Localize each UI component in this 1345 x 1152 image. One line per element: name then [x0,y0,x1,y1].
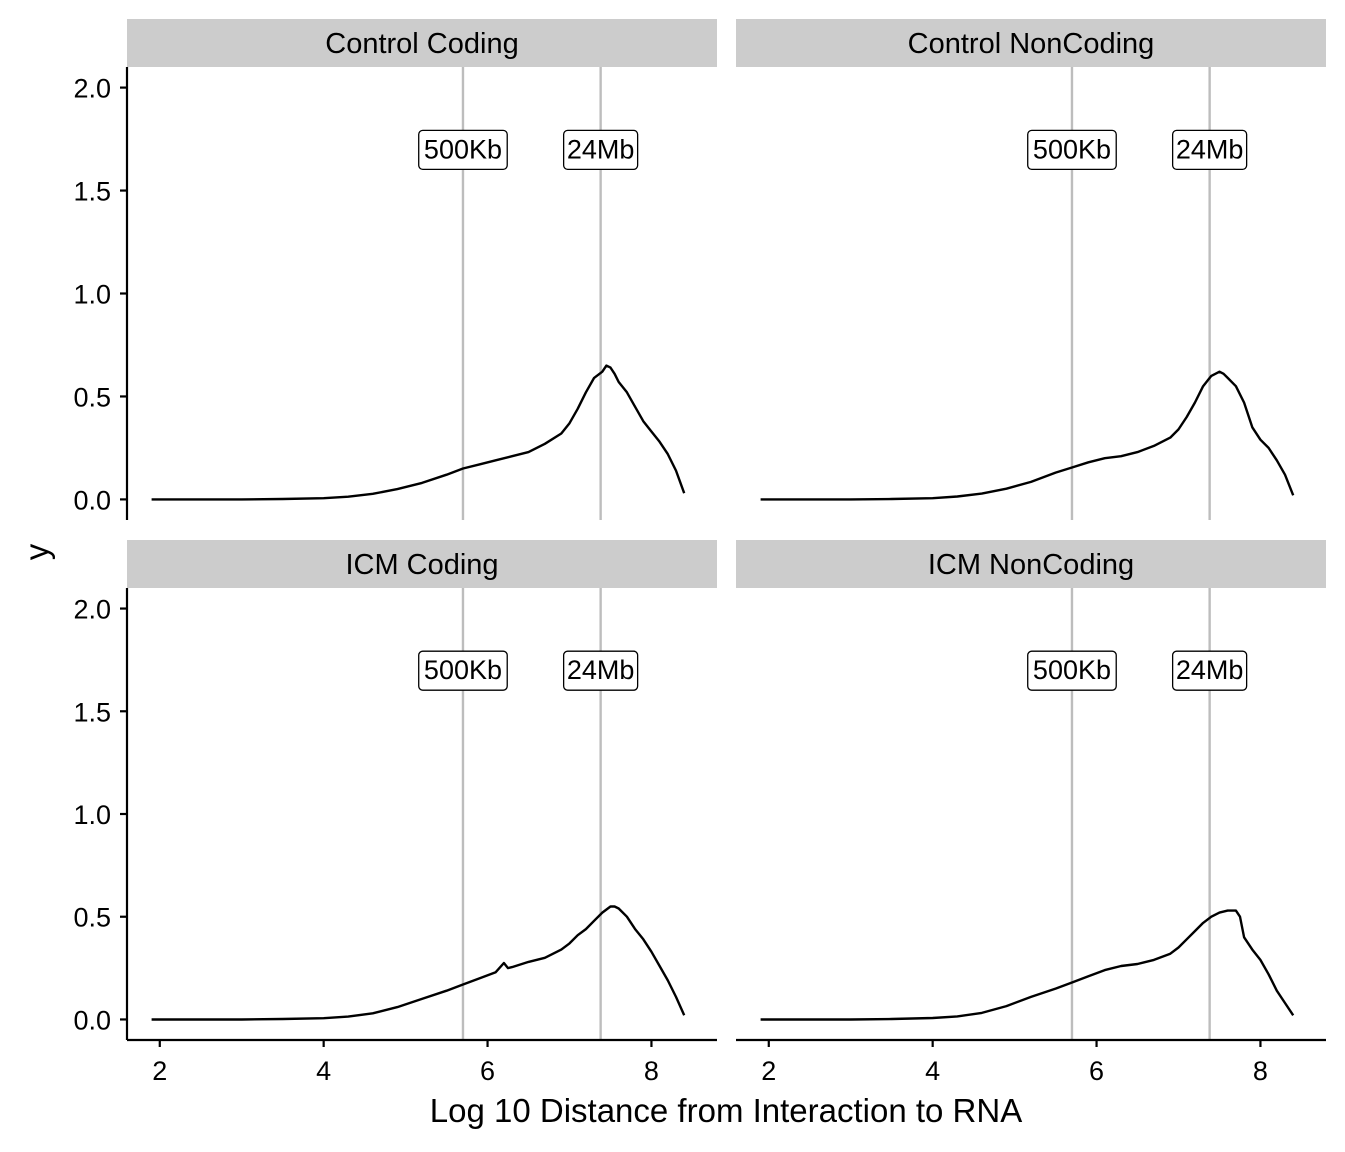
reference-label: 24Mb [1176,134,1244,164]
density-line [151,364,686,501]
reference-label: 24Mb [567,134,635,164]
reference-label-box [1171,650,1248,691]
facet-panel: ICM NonCoding 500Kb 24Mb 2 4 6 8 [736,540,1326,1086]
facet-panel: ICM Coding 500Kb 24Mb 0.0 0.5 1.0 1.5 2.0 2 4 6 8 [73,540,717,1086]
facet-strip-label: ICM Coding [345,549,498,581]
y-tick-label: 0.5 [73,903,111,933]
x-tick-label: 6 [1089,1056,1104,1086]
facet-panel: Control Coding 500Kb 24Mb 0.0 0.5 1.0 1.5 2.0 [73,19,717,520]
facet-strip [127,19,717,67]
x-tick-label: 4 [925,1056,940,1086]
x-tick-label: 8 [1253,1056,1268,1086]
reference-label: 24Mb [567,655,635,685]
y-tick-label: 1.5 [73,697,111,727]
y-tick-label: 2.0 [73,74,111,104]
facet-strip-label: ICM NonCoding [928,549,1134,581]
reference-label: 500Kb [1033,134,1111,164]
reference-label: 24Mb [1176,655,1244,685]
y-tick-label: 2.0 [73,595,111,625]
x-tick-label: 8 [644,1056,659,1086]
facet-strip [127,540,717,588]
facet-strip [736,19,1326,67]
reference-label-box [1171,129,1248,171]
density-line [151,905,686,1021]
y-tick-label: 0.5 [73,382,111,412]
reference-label: 500Kb [424,655,502,685]
facet-strip [736,540,1326,588]
reference-label: 500Kb [1033,655,1111,685]
reference-label-box [1027,650,1117,691]
reference-label-box [562,650,639,691]
reference-label-box [562,129,639,171]
y-tick-label: 0.0 [73,485,111,515]
x-axis-title: Log 10 Distance from Interaction to RNA [430,1092,1022,1129]
y-axis-title: y [18,543,55,560]
y-tick-label: 1.5 [73,177,111,207]
facet-panel: Control NonCoding 500Kb 24Mb [736,19,1326,520]
reference-label: 500Kb [424,134,502,164]
x-tick-label: 2 [761,1056,776,1086]
reference-label-box [418,650,508,691]
density-line [760,909,1295,1021]
x-tick-label: 2 [152,1056,167,1086]
x-tick-label: 4 [316,1056,331,1086]
y-tick-label: 1.0 [73,280,111,310]
reference-label-box [1027,129,1117,171]
x-tick-label: 6 [480,1056,495,1086]
facet-strip-label: Control NonCoding [908,28,1155,60]
y-tick-label: 0.0 [73,1005,111,1035]
density-line [760,370,1295,501]
facet-strip-label: Control Coding [325,28,518,60]
y-tick-label: 1.0 [73,800,111,830]
reference-label-box [418,129,508,171]
